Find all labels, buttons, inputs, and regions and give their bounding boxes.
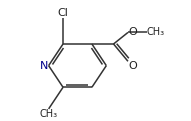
Text: Cl: Cl bbox=[58, 8, 68, 18]
Text: CH₃: CH₃ bbox=[40, 109, 58, 119]
Text: O: O bbox=[128, 61, 137, 71]
Text: CH₃: CH₃ bbox=[147, 27, 165, 37]
Text: O: O bbox=[128, 27, 137, 37]
Text: N: N bbox=[40, 61, 49, 71]
